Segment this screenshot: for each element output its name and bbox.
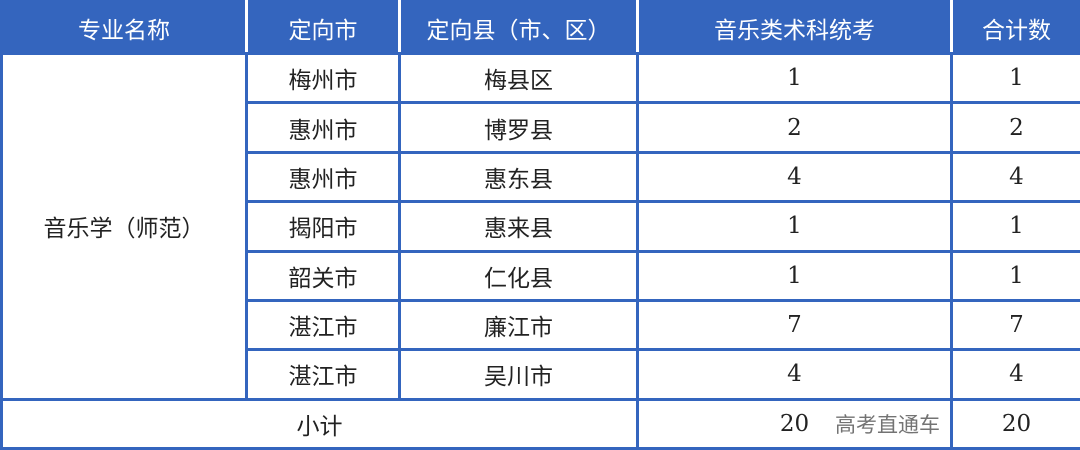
header-county: 定向县（市、区） [398, 0, 639, 55]
exam-cell: 2 [636, 101, 953, 154]
county-cell: 梅县区 [398, 51, 639, 105]
county-cell: 吴川市 [398, 348, 639, 401]
total-cell: 1 [950, 200, 1080, 253]
county-cell: 惠东县 [398, 150, 639, 204]
city-cell: 揭阳市 [245, 200, 401, 253]
header-major: 专业名称 [0, 0, 248, 55]
county-cell: 惠来县 [398, 200, 639, 253]
header-row: 专业名称 定向市 定向县（市、区） 音乐类术科统考 合计数 [0, 0, 1080, 55]
exam-cell: 7 [636, 298, 953, 352]
exam-cell: 4 [636, 150, 953, 204]
table-row: 韶关市 仁化县 1 1 [2, 249, 1080, 302]
exam-cell: 4 [636, 348, 953, 401]
table-row: 湛江市 吴川市 4 4 [2, 348, 1080, 401]
county-cell: 廉江市 [398, 298, 639, 352]
total-cell: 7 [950, 298, 1080, 352]
total-cell: 2 [950, 101, 1080, 154]
exam-cell: 1 [636, 200, 953, 253]
subtotal-row: 小计 20 20 [0, 397, 1080, 450]
table-row: 惠州市 惠东县 4 4 [2, 150, 1080, 204]
header-city: 定向市 [245, 0, 401, 55]
city-cell: 惠州市 [245, 101, 401, 154]
table-row: 揭阳市 惠来县 1 1 [2, 200, 1080, 253]
subtotal-exam: 20 [636, 397, 953, 450]
total-cell: 4 [950, 348, 1080, 401]
exam-cell: 1 [636, 51, 953, 105]
county-cell: 博罗县 [398, 101, 639, 154]
table-row: 音乐学（师范） 梅州市 梅县区 1 1 [0, 51, 1080, 401]
county-cell: 仁化县 [398, 249, 639, 302]
header-total: 合计数 [950, 0, 1080, 55]
city-cell: 梅州市 [245, 51, 401, 105]
exam-cell: 1 [636, 249, 953, 302]
city-cell: 韶关市 [245, 249, 401, 302]
table-row: 湛江市 廉江市 7 7 [2, 298, 1080, 352]
table-row: 惠州市 博罗县 2 2 [2, 101, 1080, 154]
total-cell: 1 [950, 249, 1080, 302]
subtotal-label: 小计 [0, 397, 639, 450]
subtotal-total: 20 [950, 397, 1080, 450]
total-cell: 1 [950, 51, 1080, 105]
city-cell: 湛江市 [245, 348, 401, 401]
major-cell: 音乐学（师范） [0, 52, 248, 401]
header-exam: 音乐类术科统考 [636, 0, 953, 55]
city-cell: 惠州市 [245, 150, 401, 204]
total-cell: 4 [950, 150, 1080, 204]
city-cell: 湛江市 [245, 298, 401, 352]
